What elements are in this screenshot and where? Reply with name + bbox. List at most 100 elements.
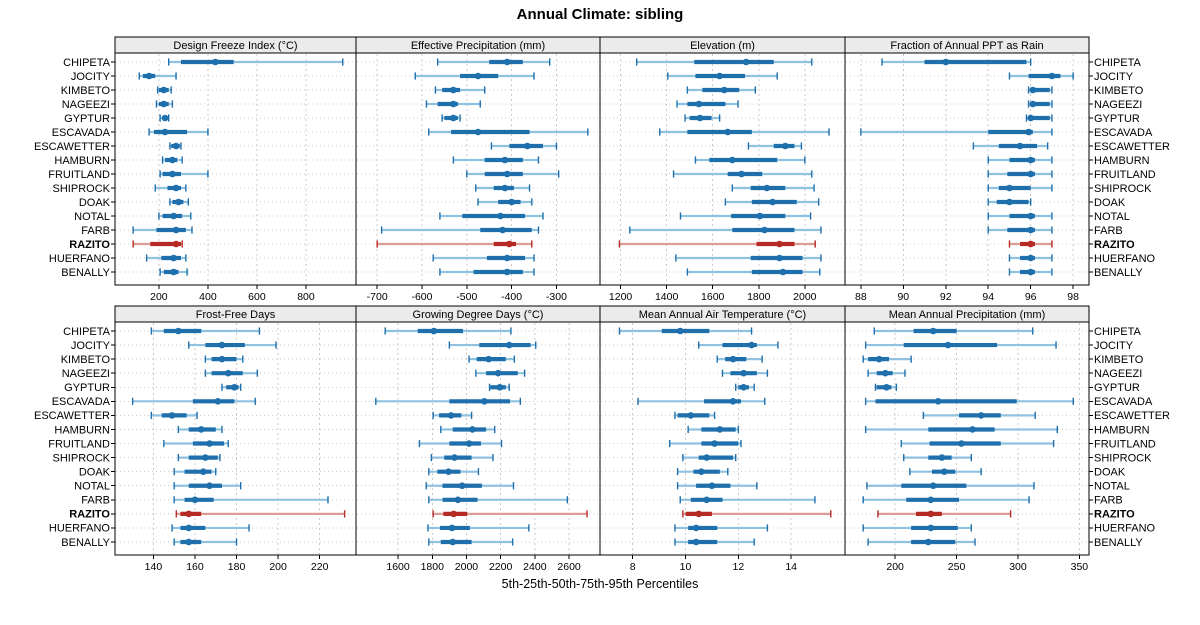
median-dot — [202, 454, 209, 461]
median-dot — [160, 86, 168, 94]
station-label-right: SHIPROCK — [1094, 183, 1152, 195]
median-dot — [740, 383, 747, 391]
station-label-left: ESCAWETTER — [34, 410, 110, 422]
median-dot — [748, 341, 755, 349]
panel-strip-title: Mean Annual Air Temperature (°C) — [639, 309, 806, 321]
panel-background — [600, 322, 845, 555]
median-dot — [450, 100, 457, 108]
median-dot — [676, 327, 684, 335]
station-label-right: CHIPETA — [1094, 57, 1142, 69]
station-label-left: BENALLY — [61, 267, 110, 279]
median-dot — [927, 524, 935, 532]
station-label-right: NOTAL — [1094, 481, 1130, 493]
station-label-left: ESCAVADA — [52, 127, 111, 139]
panel-background — [356, 322, 600, 555]
median-dot — [929, 327, 937, 335]
median-dot — [185, 524, 193, 532]
station-label-left: GYPTUR — [64, 113, 110, 125]
median-dot — [170, 212, 177, 220]
median-dot — [175, 327, 182, 335]
median-dot — [724, 128, 731, 136]
median-dot — [170, 268, 177, 276]
station-label-right: ESCAWETTER — [1094, 141, 1170, 153]
station-label-left: BENALLY — [61, 537, 110, 549]
panel-strip-title: Elevation (m) — [690, 40, 755, 52]
station-label-left: DOAK — [79, 197, 111, 209]
median-dot — [938, 454, 946, 461]
x-axis-tick-label: 800 — [297, 291, 315, 303]
median-dot — [445, 468, 452, 475]
station-label-right: ESCAVADA — [1094, 127, 1153, 139]
station-label-left: HAMBURN — [54, 155, 110, 167]
station-label-right: NAGEEZI — [1094, 99, 1142, 111]
x-axis-tick-label: 180 — [228, 561, 246, 573]
median-dot — [199, 468, 207, 475]
station-label-left: ESCAWETTER — [34, 141, 110, 153]
panel-border — [844, 321, 1090, 556]
station-label-right: ESCAVADA — [1094, 396, 1153, 408]
median-dot — [1027, 226, 1034, 234]
station-label-left: NAGEEZI — [62, 99, 110, 111]
median-dot — [1029, 100, 1037, 108]
station-label-left: CHIPETA — [63, 57, 111, 69]
median-dot — [169, 170, 176, 178]
median-dot — [738, 170, 745, 178]
median-dot — [430, 327, 438, 335]
x-axis-tick-label: 92 — [940, 291, 952, 303]
median-dot — [1048, 72, 1056, 80]
x-axis-tick-label: 94 — [982, 291, 994, 303]
station-label-right: RAZITO — [1094, 509, 1135, 521]
median-dot — [503, 254, 511, 262]
median-dot — [1027, 170, 1034, 178]
percentiles-caption: 5th-25th-50th-75th-95th Percentiles — [501, 577, 699, 591]
median-dot — [218, 355, 226, 363]
station-label-right: JOCITY — [1094, 71, 1134, 83]
station-label-right: KIMBETO — [1094, 354, 1144, 366]
median-dot — [927, 510, 935, 518]
median-dot — [1027, 156, 1034, 164]
x-axis-tick-label: 2400 — [523, 561, 547, 573]
median-dot — [506, 240, 513, 248]
median-dot — [458, 482, 466, 490]
station-label-right: FARB — [1094, 225, 1123, 237]
station-label-right: RAZITO — [1094, 239, 1135, 251]
median-dot — [218, 341, 226, 349]
station-label-left: GYPTUR — [64, 382, 110, 394]
median-dot — [769, 198, 776, 206]
median-dot — [728, 156, 736, 164]
median-dot — [206, 440, 213, 447]
median-dot — [779, 268, 787, 276]
station-label-left: NOTAL — [74, 211, 110, 223]
station-label-right: FRUITLAND — [1094, 438, 1156, 450]
median-dot — [1006, 184, 1013, 192]
median-dot — [191, 496, 199, 504]
x-axis-tick-label: 1600 — [386, 561, 410, 573]
median-dot — [692, 524, 700, 532]
median-dot — [449, 538, 457, 546]
median-dot — [942, 58, 950, 66]
median-dot — [485, 355, 492, 363]
median-dot — [231, 383, 238, 391]
median-dot — [716, 426, 724, 433]
median-dot — [450, 510, 457, 518]
x-axis-tick-label: -400 — [501, 291, 522, 303]
median-dot — [211, 58, 219, 66]
median-dot — [740, 369, 747, 377]
station-label-right: BENALLY — [1094, 267, 1143, 279]
median-dot — [185, 538, 193, 546]
station-label-left: FARB — [81, 495, 110, 507]
x-axis-tick-label: 160 — [186, 561, 204, 573]
median-dot — [214, 398, 222, 405]
station-label-right: GYPTUR — [1094, 382, 1140, 394]
median-dot — [1027, 240, 1034, 248]
station-label-right: NAGEEZI — [1094, 368, 1142, 380]
station-label-right: JOCITY — [1094, 340, 1134, 352]
median-dot — [481, 398, 488, 405]
station-label-right: NOTAL — [1094, 211, 1130, 223]
x-axis-tick-label: 2000 — [793, 291, 817, 303]
median-dot — [448, 524, 456, 532]
panel-border — [844, 52, 1090, 286]
median-dot — [172, 142, 180, 150]
median-dot — [172, 240, 180, 248]
median-dot — [170, 254, 177, 262]
